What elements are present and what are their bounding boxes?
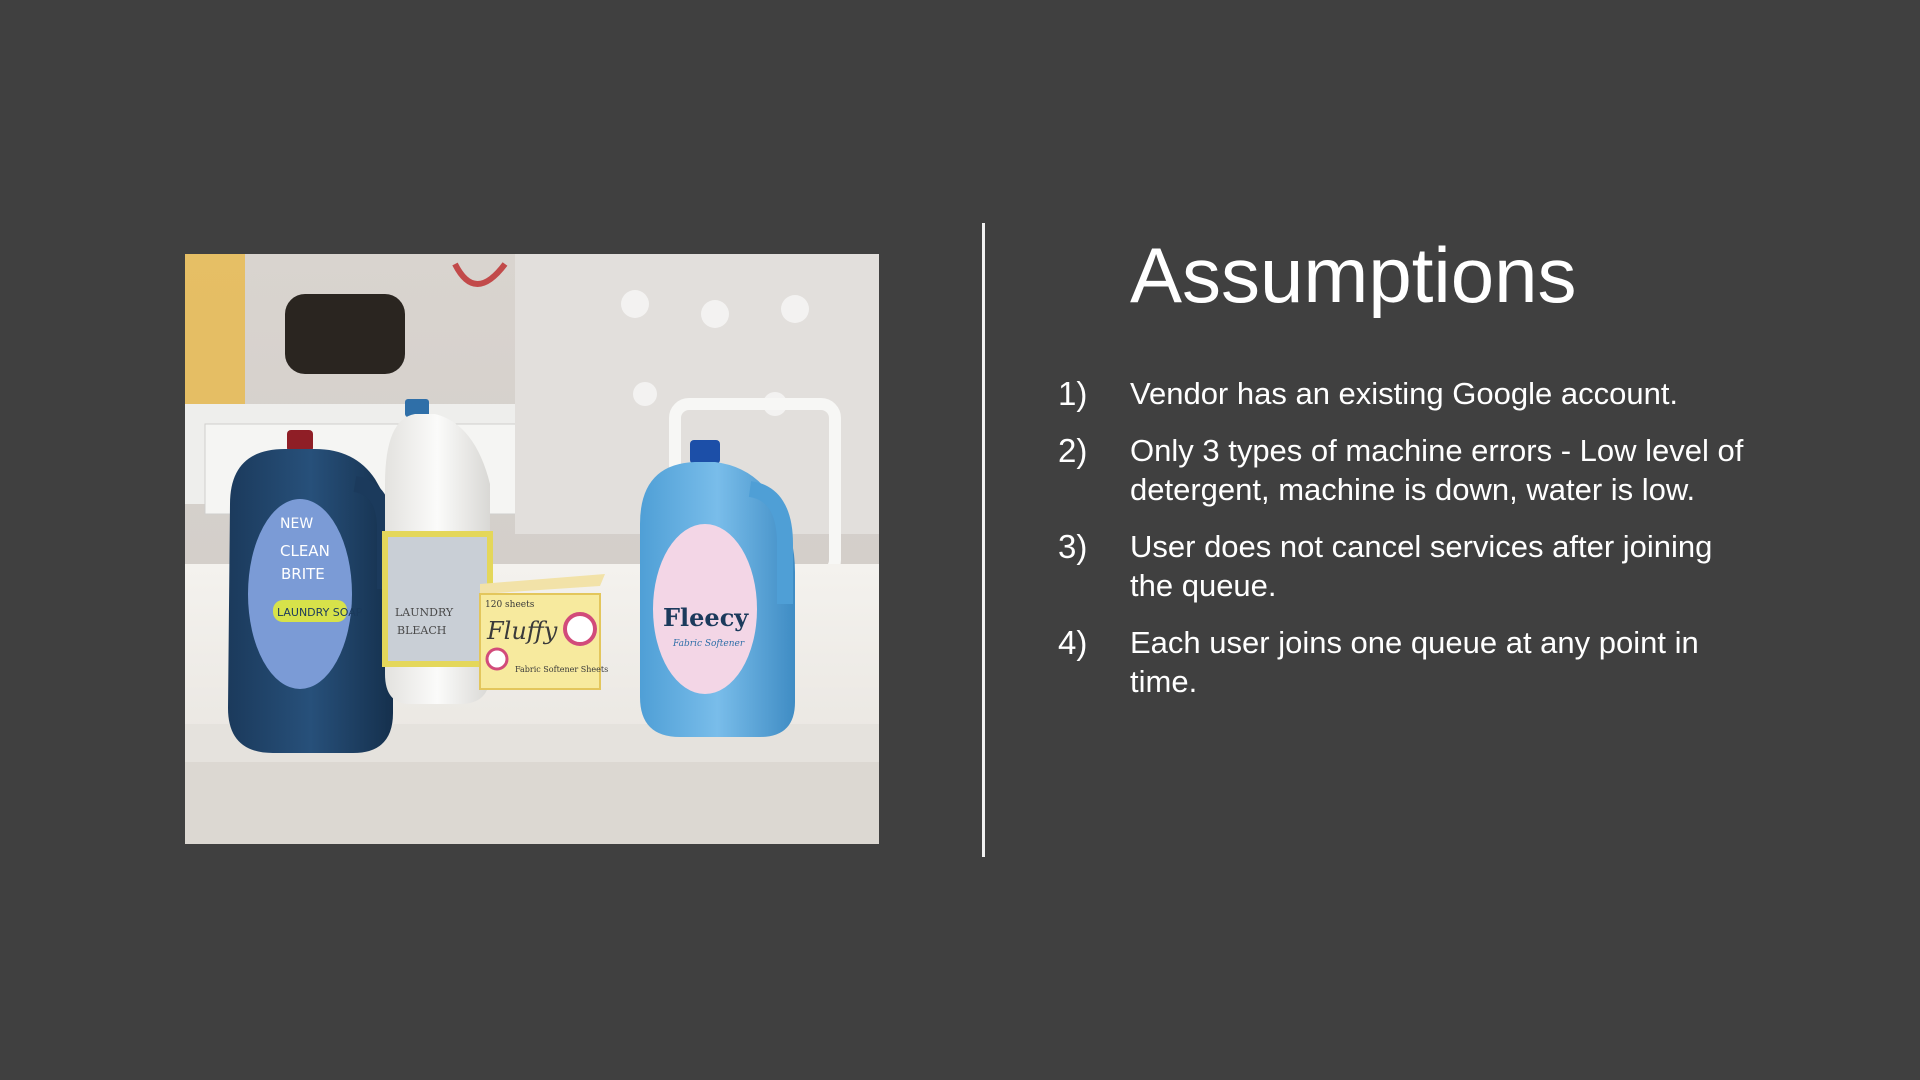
list-item: 4) Each user joins one queue at any poin… bbox=[1058, 623, 1758, 701]
svg-text:BRITE: BRITE bbox=[281, 565, 325, 583]
list-item-number: 3) bbox=[1058, 528, 1088, 565]
list-item-number: 1) bbox=[1058, 375, 1088, 412]
list-item-number: 2) bbox=[1058, 432, 1088, 469]
list-item: 2) Only 3 types of machine errors - Low … bbox=[1058, 431, 1758, 509]
svg-text:Fluffy: Fluffy bbox=[486, 617, 558, 645]
svg-text:Fleecy: Fleecy bbox=[663, 603, 749, 632]
svg-text:Fabric Softener: Fabric Softener bbox=[672, 639, 745, 649]
slide-title: Assumptions bbox=[1130, 231, 1577, 319]
list-item: 3) User does not cancel services after j… bbox=[1058, 527, 1758, 605]
fluffy-box: 120 sheets Fluffy Fabric Softener Sheets bbox=[479, 574, 608, 690]
list-item-number: 4) bbox=[1058, 624, 1088, 661]
svg-text:LAUNDRY SOAP: LAUNDRY SOAP bbox=[277, 606, 363, 619]
svg-text:120 sheets: 120 sheets bbox=[485, 600, 535, 610]
fleecy-bottle: Fleecy Fabric Softener bbox=[640, 440, 795, 737]
svg-text:Fabric Softener Sheets: Fabric Softener Sheets bbox=[515, 665, 608, 674]
clean-brite-bottle: NEW CLEAN BRITE LAUNDRY SOAP bbox=[228, 430, 393, 753]
assumptions-list: 1) Vendor has an existing Google account… bbox=[1058, 374, 1758, 719]
svg-text:NEW: NEW bbox=[280, 516, 313, 532]
list-item-text: Each user joins one queue at any point i… bbox=[1130, 625, 1699, 699]
svg-text:LAUNDRY: LAUNDRY bbox=[395, 606, 454, 619]
vertical-divider bbox=[982, 223, 985, 857]
list-item-text: Only 3 types of machine errors - Low lev… bbox=[1130, 433, 1744, 507]
list-item: 1) Vendor has an existing Google account… bbox=[1058, 374, 1758, 413]
laundry-products-photo: NEW CLEAN BRITE LAUNDRY SOAP LAUNDRY BLE… bbox=[185, 254, 879, 844]
laundry-bleach-bottle: LAUNDRY BLEACH bbox=[382, 399, 493, 704]
svg-text:BLEACH: BLEACH bbox=[397, 624, 446, 637]
list-item-text: Vendor has an existing Google account. bbox=[1130, 376, 1679, 411]
svg-text:CLEAN: CLEAN bbox=[280, 542, 330, 560]
list-item-text: User does not cancel services after join… bbox=[1130, 529, 1713, 603]
